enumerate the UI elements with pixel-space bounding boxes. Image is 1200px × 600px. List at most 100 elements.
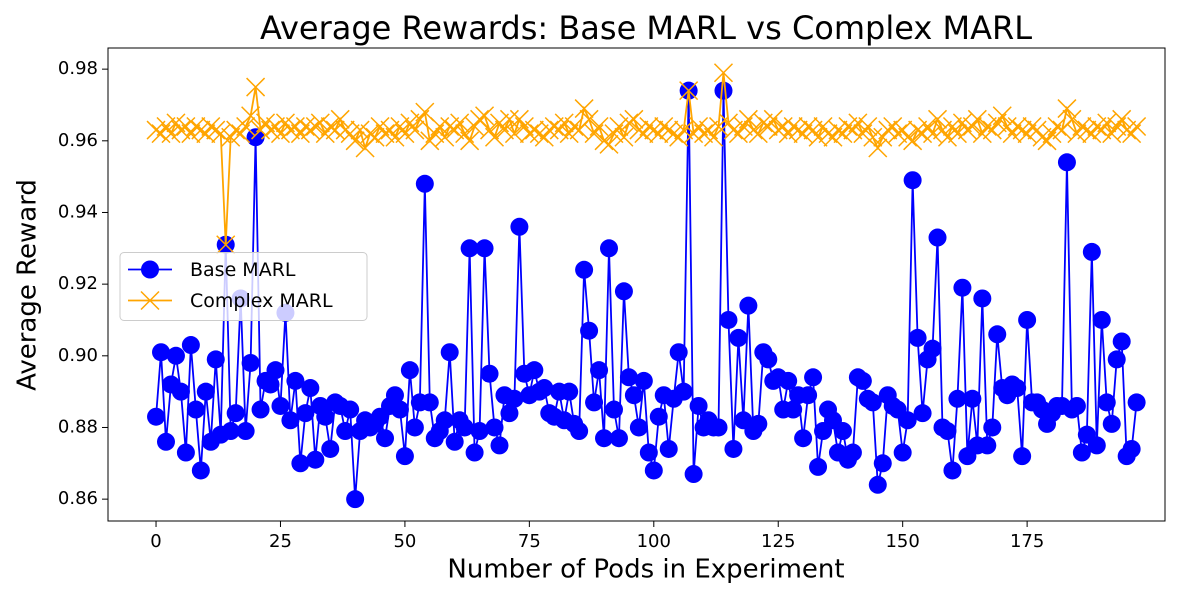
data-point (963, 389, 982, 408)
data-point (828, 120, 848, 140)
data-point (719, 310, 738, 329)
data-point (529, 124, 549, 144)
data-point (485, 418, 504, 437)
data-point (794, 429, 813, 448)
data-point (967, 109, 987, 129)
data-point (992, 106, 1012, 126)
data-point (405, 418, 424, 437)
data-point (689, 396, 708, 415)
data-point (1047, 116, 1067, 137)
data-point (604, 400, 623, 419)
data-point (868, 475, 887, 494)
data-point (226, 404, 245, 423)
data-point (639, 443, 658, 462)
data-point (286, 371, 305, 390)
data-point (843, 443, 862, 462)
data-point (679, 81, 699, 101)
data-point (1112, 332, 1131, 351)
data-point (1107, 350, 1126, 369)
data-point (460, 239, 479, 258)
data-point (1127, 116, 1147, 137)
data-point (300, 120, 320, 140)
data-point (1097, 393, 1116, 412)
data-point (525, 361, 544, 380)
data-point (1013, 447, 1032, 466)
data-point (216, 235, 236, 255)
data-point (480, 364, 499, 383)
data-point (799, 386, 818, 405)
data-point (554, 113, 574, 133)
data-point (1067, 396, 1086, 415)
data-point (306, 450, 325, 469)
data-point (694, 124, 714, 144)
data-point (858, 116, 878, 137)
data-point (943, 461, 962, 480)
data-point (580, 321, 599, 340)
data-point (181, 336, 200, 355)
data-point (320, 116, 340, 137)
y-tick-label: 0.88 (58, 416, 98, 437)
data-point (838, 116, 858, 137)
data-point (948, 389, 967, 408)
data-point (321, 439, 340, 458)
data-point (211, 124, 231, 144)
data-point (206, 350, 225, 369)
data-point (619, 113, 639, 133)
chart-title: Average Rewards: Base MARL vs Complex MA… (260, 9, 1032, 47)
data-point (1012, 120, 1032, 140)
data-point (484, 127, 505, 147)
data-point (510, 217, 529, 236)
data-point (310, 113, 330, 133)
data-point (455, 418, 474, 437)
data-point (316, 407, 335, 426)
data-point (1112, 109, 1132, 129)
data-point (579, 109, 599, 129)
data-point (913, 404, 932, 423)
data-point (385, 386, 404, 405)
data-point (400, 361, 419, 380)
x-tick-label: 150 (885, 531, 919, 552)
data-point (261, 375, 280, 394)
legend-label: Base MARL (190, 259, 296, 281)
data-point (624, 386, 643, 405)
data-point (241, 106, 261, 126)
data-point (345, 131, 365, 151)
data-point (450, 113, 470, 133)
data-point (614, 127, 634, 147)
data-point (301, 379, 320, 398)
data-point (440, 116, 460, 137)
data-point (221, 422, 240, 441)
data-point (1082, 242, 1101, 261)
data-point (863, 393, 882, 412)
series (147, 81, 1146, 509)
data-point (539, 120, 559, 140)
legend: Base MARL Complex MARL (119, 252, 368, 321)
data-point (743, 120, 763, 140)
data-point (595, 429, 614, 448)
data-point (519, 124, 539, 144)
data-point (609, 116, 629, 137)
data-point (191, 461, 210, 480)
data-point (152, 343, 171, 362)
data-point (171, 120, 191, 140)
data-point (818, 124, 838, 144)
data-point (873, 454, 892, 473)
data-point (470, 422, 489, 441)
series-line (155, 72, 1138, 245)
data-point (928, 228, 947, 247)
data-point (176, 443, 195, 462)
data-point (156, 432, 175, 451)
data-point (490, 436, 509, 455)
data-point (236, 422, 255, 441)
data-point (291, 454, 310, 473)
data-point (266, 361, 285, 380)
data-point (296, 404, 315, 423)
data-point (729, 328, 748, 347)
data-point (629, 418, 648, 437)
data-point (1008, 379, 1027, 398)
data-point (983, 418, 1002, 437)
data-point (499, 109, 519, 129)
data-point (535, 379, 554, 398)
y-tick-label: 0.94 (58, 201, 98, 222)
